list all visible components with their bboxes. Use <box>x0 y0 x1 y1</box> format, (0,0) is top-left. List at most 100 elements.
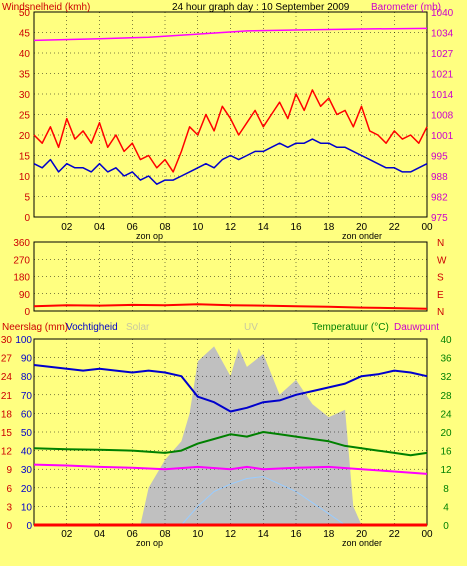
barometer-axis-label: Barometer (mb) <box>371 2 441 13</box>
wind-tick-label: 0 <box>24 213 30 224</box>
time-tick-label: 12 <box>225 529 237 540</box>
humidity-tick-label: 30 <box>21 465 33 476</box>
wind-tick-label: 35 <box>19 70 31 81</box>
sunrise-label-2: zon op <box>136 538 163 548</box>
rain-tick-label: 30 <box>1 335 13 346</box>
wind-gust-line <box>33 89 428 173</box>
barometer-tick-label: 1014 <box>431 90 454 101</box>
temperature-tick-label: 8 <box>443 484 449 495</box>
temperature-tick-label: 28 <box>440 391 452 402</box>
rain-tick-label: 6 <box>6 484 12 495</box>
dewpoint-axis-label: Dauwpunt <box>394 322 439 333</box>
wind-series <box>33 27 428 185</box>
humidity-tick-label: 40 <box>21 447 33 458</box>
rain-tick-label: 27 <box>1 354 13 365</box>
humidity-tick-label: 0 <box>26 521 32 532</box>
wind-tick-label: 30 <box>19 90 31 101</box>
time-tick-label: 20 <box>356 529 368 540</box>
rain-tick-label: 24 <box>1 372 13 383</box>
barometer-line <box>33 27 428 42</box>
time-tick-label: 18 <box>323 222 335 233</box>
humidity-tick-label: 90 <box>21 354 33 365</box>
time-tick-label: 18 <box>323 529 335 540</box>
time-tick-label: 14 <box>258 529 270 540</box>
rain-tick-label: 3 <box>6 502 12 513</box>
humidity-axis-ticks: 0 10 20 30 40 50 60 70 80 90 100 <box>15 335 32 532</box>
humidity-tick-label: 70 <box>21 391 33 402</box>
time-tick-label: 22 <box>389 529 401 540</box>
barometer-tick-label: 1021 <box>431 70 454 81</box>
sunrise-label-1: zon op <box>136 231 163 241</box>
rain-tick-label: 0 <box>6 521 12 532</box>
temperature-tick-label: 32 <box>440 372 452 383</box>
temperature-tick-label: 24 <box>440 409 452 420</box>
wind-tick-label: 50 <box>19 8 31 19</box>
barometer-tick-label: 1008 <box>431 111 454 122</box>
time-tick-label: 00 <box>421 529 433 540</box>
direction-axis-ticks: 0 90 180 270 360 <box>13 238 30 318</box>
humidity-tick-label: 50 <box>21 428 33 439</box>
wind-tick-label: 5 <box>24 193 30 204</box>
temperature-axis-label: Temperatuur (°C) <box>312 322 389 333</box>
wind-tick-label: 25 <box>19 111 31 122</box>
wind-tick-label: 20 <box>19 131 31 142</box>
barometer-tick-label: 988 <box>431 172 448 183</box>
rain-tick-label: 15 <box>1 428 13 439</box>
temperature-tick-label: 40 <box>440 335 452 346</box>
time-tick-label: 06 <box>127 222 139 233</box>
rain-tick-label: 18 <box>1 409 13 420</box>
temperature-line <box>33 431 428 457</box>
temperature-axis-ticks: 0 4 8 12 16 20 24 28 32 36 40 <box>440 335 452 532</box>
wind-axis-ticks: 0 5 10 15 20 25 30 35 40 45 50 <box>19 8 31 224</box>
direction-grid <box>34 242 427 311</box>
time-tick-label: 02 <box>61 222 73 233</box>
wind-tick-label: 40 <box>19 49 31 60</box>
direction-tick-label: 90 <box>19 290 31 301</box>
barometer-tick-label: 982 <box>431 193 448 204</box>
time-tick-label: 16 <box>290 529 302 540</box>
wind-tick-label: 10 <box>19 172 31 183</box>
compass-tick-label: E <box>437 290 444 301</box>
wind-time-ticks: 02 04 06 08 10 12 14 16 18 20 22 00 <box>61 222 433 233</box>
time-tick-label: 10 <box>192 222 204 233</box>
temperature-tick-label: 36 <box>440 354 452 365</box>
temperature-tick-label: 0 <box>443 521 449 532</box>
time-tick-label: 06 <box>127 529 139 540</box>
humidity-tick-label: 60 <box>21 409 33 420</box>
compass-tick-label: W <box>437 255 447 266</box>
time-tick-label: 00 <box>421 222 433 233</box>
uv-label: UV <box>244 322 258 333</box>
chart-title: 24 hour graph day : 10 September 2009 <box>172 2 350 13</box>
time-tick-label: 20 <box>356 222 368 233</box>
compass-tick-label: N <box>437 238 444 249</box>
temperature-tick-label: 20 <box>440 428 452 439</box>
time-tick-label: 14 <box>258 222 270 233</box>
sunset-label-1: zon onder <box>342 231 382 241</box>
barometer-tick-label: 975 <box>431 213 448 224</box>
time-tick-label: 08 <box>159 222 171 233</box>
rain-tick-label: 9 <box>6 465 12 476</box>
time-tick-label: 02 <box>61 529 73 540</box>
direction-tick-label: 270 <box>13 255 30 266</box>
humidity-tick-label: 20 <box>21 484 33 495</box>
temperature-tick-label: 12 <box>440 465 452 476</box>
time-tick-label: 04 <box>94 222 106 233</box>
time-tick-label: 16 <box>290 222 302 233</box>
time-tick-label: 08 <box>159 529 171 540</box>
temperature-tick-label: 16 <box>440 447 452 458</box>
barometer-axis-ticks: 975 982 988 995 1001 1008 1014 1021 1027 1034 1040 <box>431 8 454 224</box>
direction-series <box>33 303 428 310</box>
compass-tick-label: N <box>437 307 444 318</box>
barometer-tick-label: 995 <box>431 152 448 163</box>
time-tick-label: 04 <box>94 529 106 540</box>
wind-avg-line <box>33 138 428 185</box>
rain-axis-ticks: 0 3 6 9 12 15 18 21 24 27 30 <box>1 335 13 532</box>
dewpoint-line <box>33 463 428 475</box>
rain-axis-label: Neerslag (mm) <box>2 322 68 333</box>
sunset-label-2: zon onder <box>342 538 382 548</box>
solar-label: Solar <box>126 322 150 333</box>
humidity-line <box>33 364 428 413</box>
barometer-tick-label: 1027 <box>431 49 454 60</box>
